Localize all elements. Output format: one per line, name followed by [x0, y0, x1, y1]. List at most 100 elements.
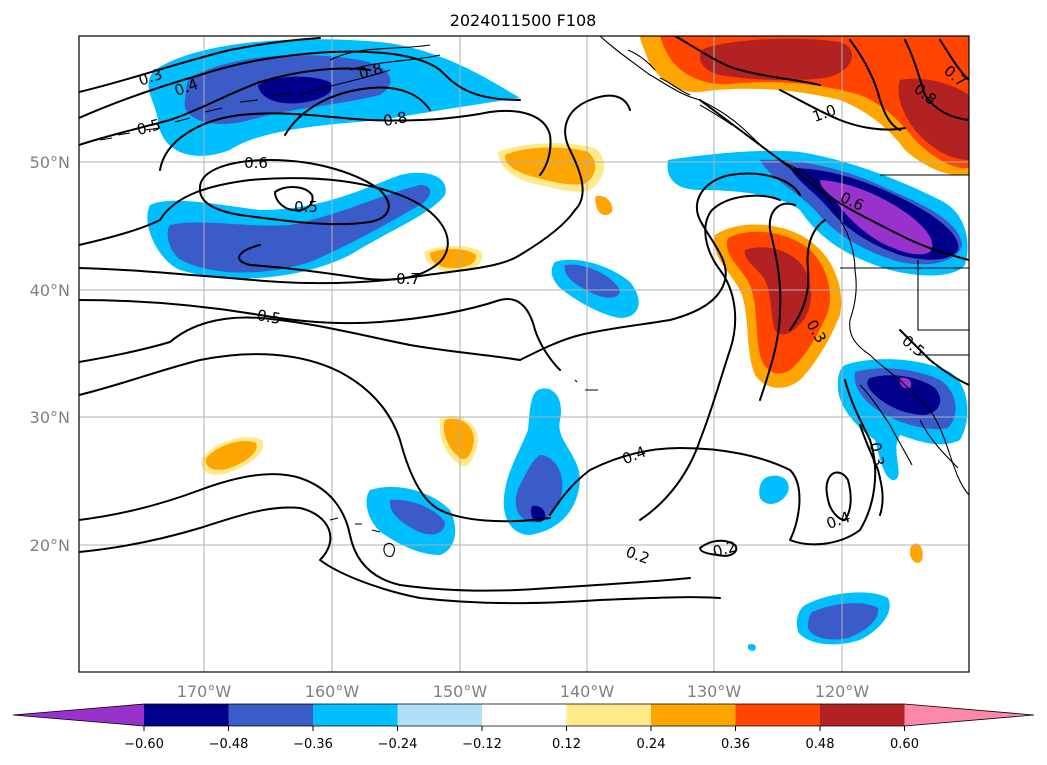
iso-0.6-loop: [198, 159, 390, 226]
lon-label: 140°W: [560, 682, 615, 701]
colorbar-tick-label: 0.36: [721, 737, 750, 752]
iso-0.3-se: [859, 424, 884, 516]
iso-0.2-west: [79, 473, 691, 592]
iso-1.0: [779, 89, 906, 131]
colorbar-segment: [397, 704, 482, 726]
colorbar-extend-high: [904, 704, 1034, 726]
colorbar-segment: [651, 704, 736, 726]
contour-label: 0.5: [294, 198, 318, 216]
iso-0.8-gulf: [284, 86, 431, 136]
latitude-labels: 50°N 40°N 30°N 20°N: [30, 153, 70, 555]
shade-neg-central-core: [564, 264, 620, 298]
colorbar-extend-low: [13, 704, 144, 726]
iso-0.5-central: [519, 172, 801, 361]
lat-label: 50°N: [30, 153, 70, 172]
lat-label: 30°N: [30, 408, 70, 427]
iso-0.8-east: [789, 219, 826, 331]
colorbar-tick-label: 0.60: [890, 737, 919, 752]
iso-0.6-east-2: [759, 202, 796, 401]
lat-label: 40°N: [30, 281, 70, 300]
iso-0.6-north: [699, 99, 969, 261]
colorbar-tick-label: −0.36: [293, 737, 333, 752]
coast-alaska-peninsula: [299, 44, 441, 96]
coast-aleutians: [99, 92, 293, 141]
colorbar-tick-label: 0.24: [637, 737, 666, 752]
shade-neg-baja-purple: [899, 377, 912, 389]
contour-label: 0.5: [256, 306, 283, 328]
shade-neg-south-tiny: [747, 643, 756, 651]
iso-0.1-west: [79, 506, 721, 605]
iso-0.4-loop-se: [825, 471, 852, 521]
iso-0.4-north: [79, 50, 521, 119]
contour-label: 0.8: [382, 108, 409, 130]
contour-label: 0.8: [357, 59, 385, 83]
iso-0.6-east: [639, 194, 781, 521]
iso-0.3-west: [79, 353, 551, 523]
shade-neg-subtropic-core: [531, 505, 546, 522]
iso-0.9-n: [674, 36, 821, 86]
iso-0.3-north: [79, 37, 321, 93]
map-panel: 0.3 0.4 0.5 0.6 0.8 0.5 0.8 0.7 0.5 0.4 …: [78, 35, 970, 673]
colorbar-tick-label: 0.12: [552, 737, 581, 752]
contour-label: 0.5: [135, 115, 163, 139]
colorbar-tick-label: −0.48: [209, 737, 249, 752]
iso-0.4-central: [549, 379, 877, 546]
shade-pos-tiny-se: [910, 543, 923, 563]
lon-label: 170°W: [177, 682, 232, 701]
coast-hawaii: [329, 517, 395, 557]
shade-neg-subtropic-mid: [515, 455, 563, 523]
iso-0.5-loop: [274, 186, 314, 212]
colorbar-tick-label: −0.24: [378, 737, 418, 752]
iso-0.5-mid: [79, 298, 561, 371]
contour-label: 0.2: [711, 537, 739, 561]
contour-lines: [79, 36, 969, 605]
contour-label: 0.3: [866, 441, 888, 468]
iso-0.4-west: [79, 316, 521, 363]
lon-label: 150°W: [433, 682, 488, 701]
colorbar-tick-label: −0.60: [124, 737, 164, 752]
colorbar-segment: [144, 704, 229, 726]
iso-0.8-ne: [904, 39, 969, 121]
coast-baja: [859, 384, 959, 469]
colorbar-segment: [820, 704, 905, 726]
shade-neg-west-coast-core: [820, 180, 933, 255]
lon-label: 160°W: [305, 682, 360, 701]
colorbar-segment: [228, 704, 313, 726]
coast-tiny: [574, 379, 598, 391]
state-border-1: [840, 174, 969, 356]
iso-0.5-se: [899, 329, 969, 386]
shade-pos-california-core: [744, 247, 812, 335]
contour-label: 0.6: [244, 154, 268, 172]
iso-0.7-mid: [79, 177, 449, 281]
shade-pos-west-small: [205, 440, 257, 470]
lon-label: 130°W: [687, 682, 742, 701]
iso-0.2-se: [699, 539, 738, 557]
shade-neg-baja-core: [867, 375, 941, 415]
longitude-labels: 170°W 160°W 150°W 140°W 130°W 120°W: [177, 682, 870, 701]
colorbar-ticks: [143, 726, 905, 731]
lat-label: 20°N: [30, 536, 70, 555]
shade-pos-north-core1: [700, 38, 852, 81]
colorbar: −0.60 −0.48 −0.36 −0.24 −0.12 0.12 0.24 …: [12, 703, 1035, 752]
colorbar-tick-label: 0.48: [806, 737, 835, 752]
iso-0.7-main: [79, 94, 631, 285]
colorbar-tick-label: −0.12: [462, 737, 502, 752]
iso-0.8-ring: [159, 109, 552, 176]
shade-pos-central-north-small: [595, 195, 613, 216]
shade-neg-gulf-alaska-core: [258, 76, 333, 104]
colorbar-segment: [313, 704, 398, 726]
shade-neg-north-pacific-mid: [167, 185, 431, 273]
contour-label: 0.7: [396, 270, 420, 288]
colorbar-segment: [482, 704, 567, 726]
lon-label: 120°W: [815, 682, 870, 701]
shade-pos-north-core2: [898, 78, 969, 160]
shade-neg-hawaii-mid: [389, 499, 445, 535]
iso-0.9: [849, 39, 901, 131]
colorbar-segment: [566, 704, 651, 726]
colorbar-segment: [735, 704, 820, 726]
shade-neg-tropic-small: [759, 475, 789, 504]
plot-title: 2024011500 F108: [450, 11, 597, 30]
shade-pos-mid-small: [430, 249, 477, 268]
iso-0.5-north: [79, 67, 371, 146]
